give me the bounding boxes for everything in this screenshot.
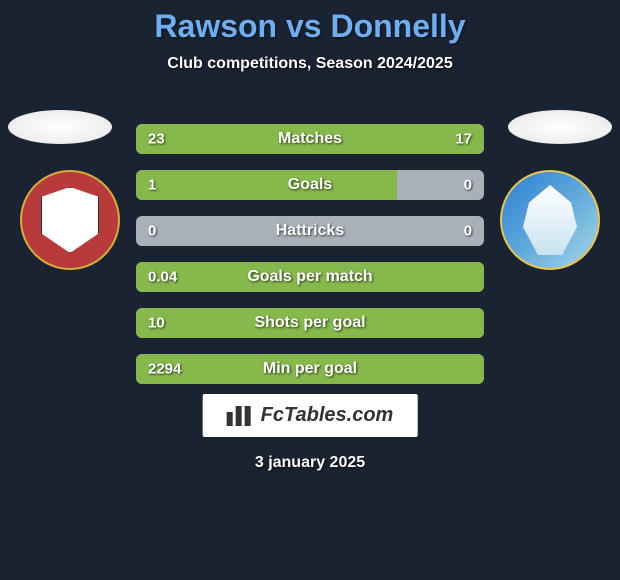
stat-row-hattricks: 0 Hattricks 0 [136,216,484,246]
subtitle: Club competitions, Season 2024/2025 [0,55,620,73]
stat-row-matches: 23 Matches 17 [136,124,484,154]
date-label: 3 january 2025 [0,454,620,472]
stat-value-left: 2294 [148,361,181,378]
stat-fill-left [136,354,484,384]
bar-chart-icon [227,406,255,426]
watermark: FcTables.com [203,394,418,437]
comparison-infographic: Rawson vs Donnelly Club competitions, Se… [0,0,620,580]
watermark-text: FcTables.com [261,404,394,427]
stat-value-left: 23 [148,131,165,148]
page-title: Rawson vs Donnelly [0,8,620,45]
club-logo-left [20,170,120,270]
stat-value-left: 0.04 [148,269,177,286]
stat-value-left: 0 [148,223,156,240]
player-head-right [508,110,612,144]
stat-value-right: 0 [464,223,472,240]
stat-value-left: 1 [148,177,156,194]
stat-row-gpm: 0.04 Goals per match [136,262,484,292]
stats-area: 23 Matches 17 1 Goals 0 0 Hattricks 0 0.… [136,124,484,400]
stat-row-spg: 10 Shots per goal [136,308,484,338]
stat-row-goals: 1 Goals 0 [136,170,484,200]
club-logo-right [500,170,600,270]
stat-fill-left [136,170,397,200]
stat-row-mpg: 2294 Min per goal [136,354,484,384]
stat-fill-left [136,124,336,154]
stat-label: Hattricks [136,222,484,240]
stat-value-right: 17 [455,131,472,148]
player-head-left [8,110,112,144]
stat-value-left: 10 [148,315,165,332]
stat-value-right: 0 [464,177,472,194]
stat-fill-left [136,308,484,338]
stat-fill-left [136,262,484,292]
